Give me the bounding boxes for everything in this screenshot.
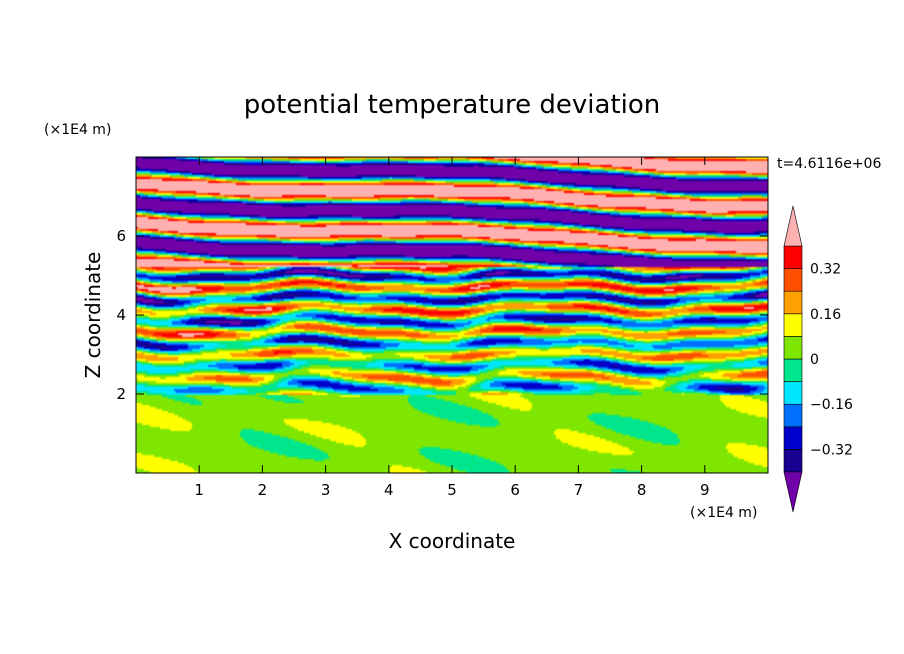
x-axis: 1 2 3 4 5 6 7 8 9 — [194, 157, 710, 499]
x-axis-unit: (×1E4 m) — [690, 505, 757, 521]
x-axis-label: X coordinate — [389, 529, 516, 553]
colorbar-band — [783, 245, 803, 269]
y-tick-label: 4 — [116, 306, 126, 324]
y-axis: 2 4 6 — [116, 227, 768, 403]
y-tick-label: 2 — [116, 385, 126, 403]
colorbar-tick-label: −0.16 — [810, 397, 853, 413]
colorbar-min-extend — [783, 471, 803, 513]
x-tick-label: 8 — [637, 481, 647, 499]
chart-title: potential temperature deviation — [244, 90, 660, 120]
x-tick-label: 5 — [447, 481, 457, 499]
colorbar-tick-label: −0.32 — [810, 442, 853, 458]
colorbar-band — [783, 336, 803, 360]
colorbar-band — [783, 268, 803, 292]
x-tick-label: 9 — [700, 481, 710, 499]
y-axis-label: Z coordinate — [81, 252, 105, 379]
colorbar-band — [783, 313, 803, 337]
colorbar-band — [783, 381, 803, 405]
x-tick-label: 1 — [194, 481, 204, 499]
x-tick-label: 3 — [321, 481, 331, 499]
x-tick-label: 7 — [574, 481, 584, 499]
colorbar-band — [783, 403, 803, 428]
colorbar-band — [783, 449, 803, 473]
x-tick-label: 2 — [258, 481, 268, 499]
colorbar-tick-label: 0.32 — [810, 262, 841, 278]
x-tick-label: 6 — [510, 481, 520, 499]
contour-field — [136, 157, 768, 473]
x-tick-label: 4 — [384, 481, 394, 499]
colorbar-band — [783, 290, 803, 315]
colorbar-tick-label: 0.16 — [810, 307, 841, 323]
colorbar: 0.32 0.16 0 −0.16 −0.32 — [783, 205, 853, 513]
colorbar-tick-label: 0 — [810, 352, 819, 368]
y-tick-label: 6 — [116, 227, 126, 245]
time-label: t=4.6116e+06 — [777, 156, 881, 172]
contour-image — [136, 157, 768, 473]
colorbar-max-extend — [783, 205, 803, 247]
y-axis-unit: (×1E4 m) — [44, 122, 111, 138]
colorbar-band — [783, 358, 803, 382]
colorbar-band — [783, 426, 803, 450]
